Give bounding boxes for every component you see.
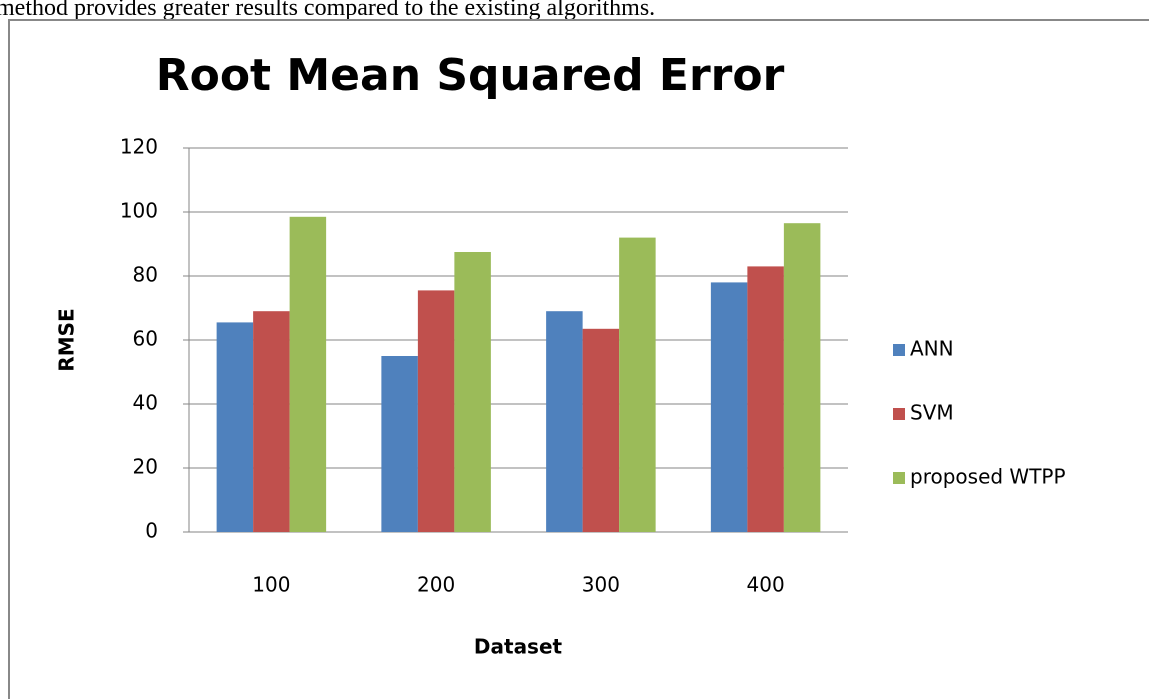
legend-swatch (893, 472, 905, 484)
bar (253, 311, 290, 532)
legend-swatch (893, 344, 905, 356)
legend-swatch (893, 408, 905, 420)
y-tick-label: 0 (145, 519, 158, 543)
legend-label: ANN (910, 337, 954, 361)
x-tick-label: 300 (582, 573, 620, 597)
caption: method provides greater results compared… (0, 0, 655, 21)
bar (289, 216, 327, 533)
bar (582, 328, 620, 532)
y-tick-label: 120 (120, 135, 158, 159)
y-tick-label: 100 (120, 199, 158, 223)
bar (216, 322, 254, 532)
x-axis-label: Dataset (474, 635, 563, 659)
y-tick-label: 80 (133, 263, 158, 287)
bar (454, 252, 491, 532)
bar (546, 311, 583, 532)
bar (381, 356, 418, 532)
bar (783, 223, 821, 532)
chart-title: Root Mean Squared Error (156, 50, 785, 101)
bar (417, 290, 455, 532)
y-tick-label: 60 (133, 327, 158, 351)
y-tick-label: 20 (133, 455, 158, 479)
y-axis-label: RMSE (55, 308, 79, 371)
y-tick-label: 40 (133, 391, 158, 415)
x-tick-label: 400 (747, 573, 785, 597)
bar (619, 237, 656, 532)
x-tick-label: 200 (417, 573, 455, 597)
bar (747, 266, 784, 532)
legend-label: SVM (910, 401, 954, 425)
x-tick-label: 100 (252, 573, 290, 597)
bar (710, 282, 748, 532)
legend-label: proposed WTPP (910, 465, 1066, 489)
